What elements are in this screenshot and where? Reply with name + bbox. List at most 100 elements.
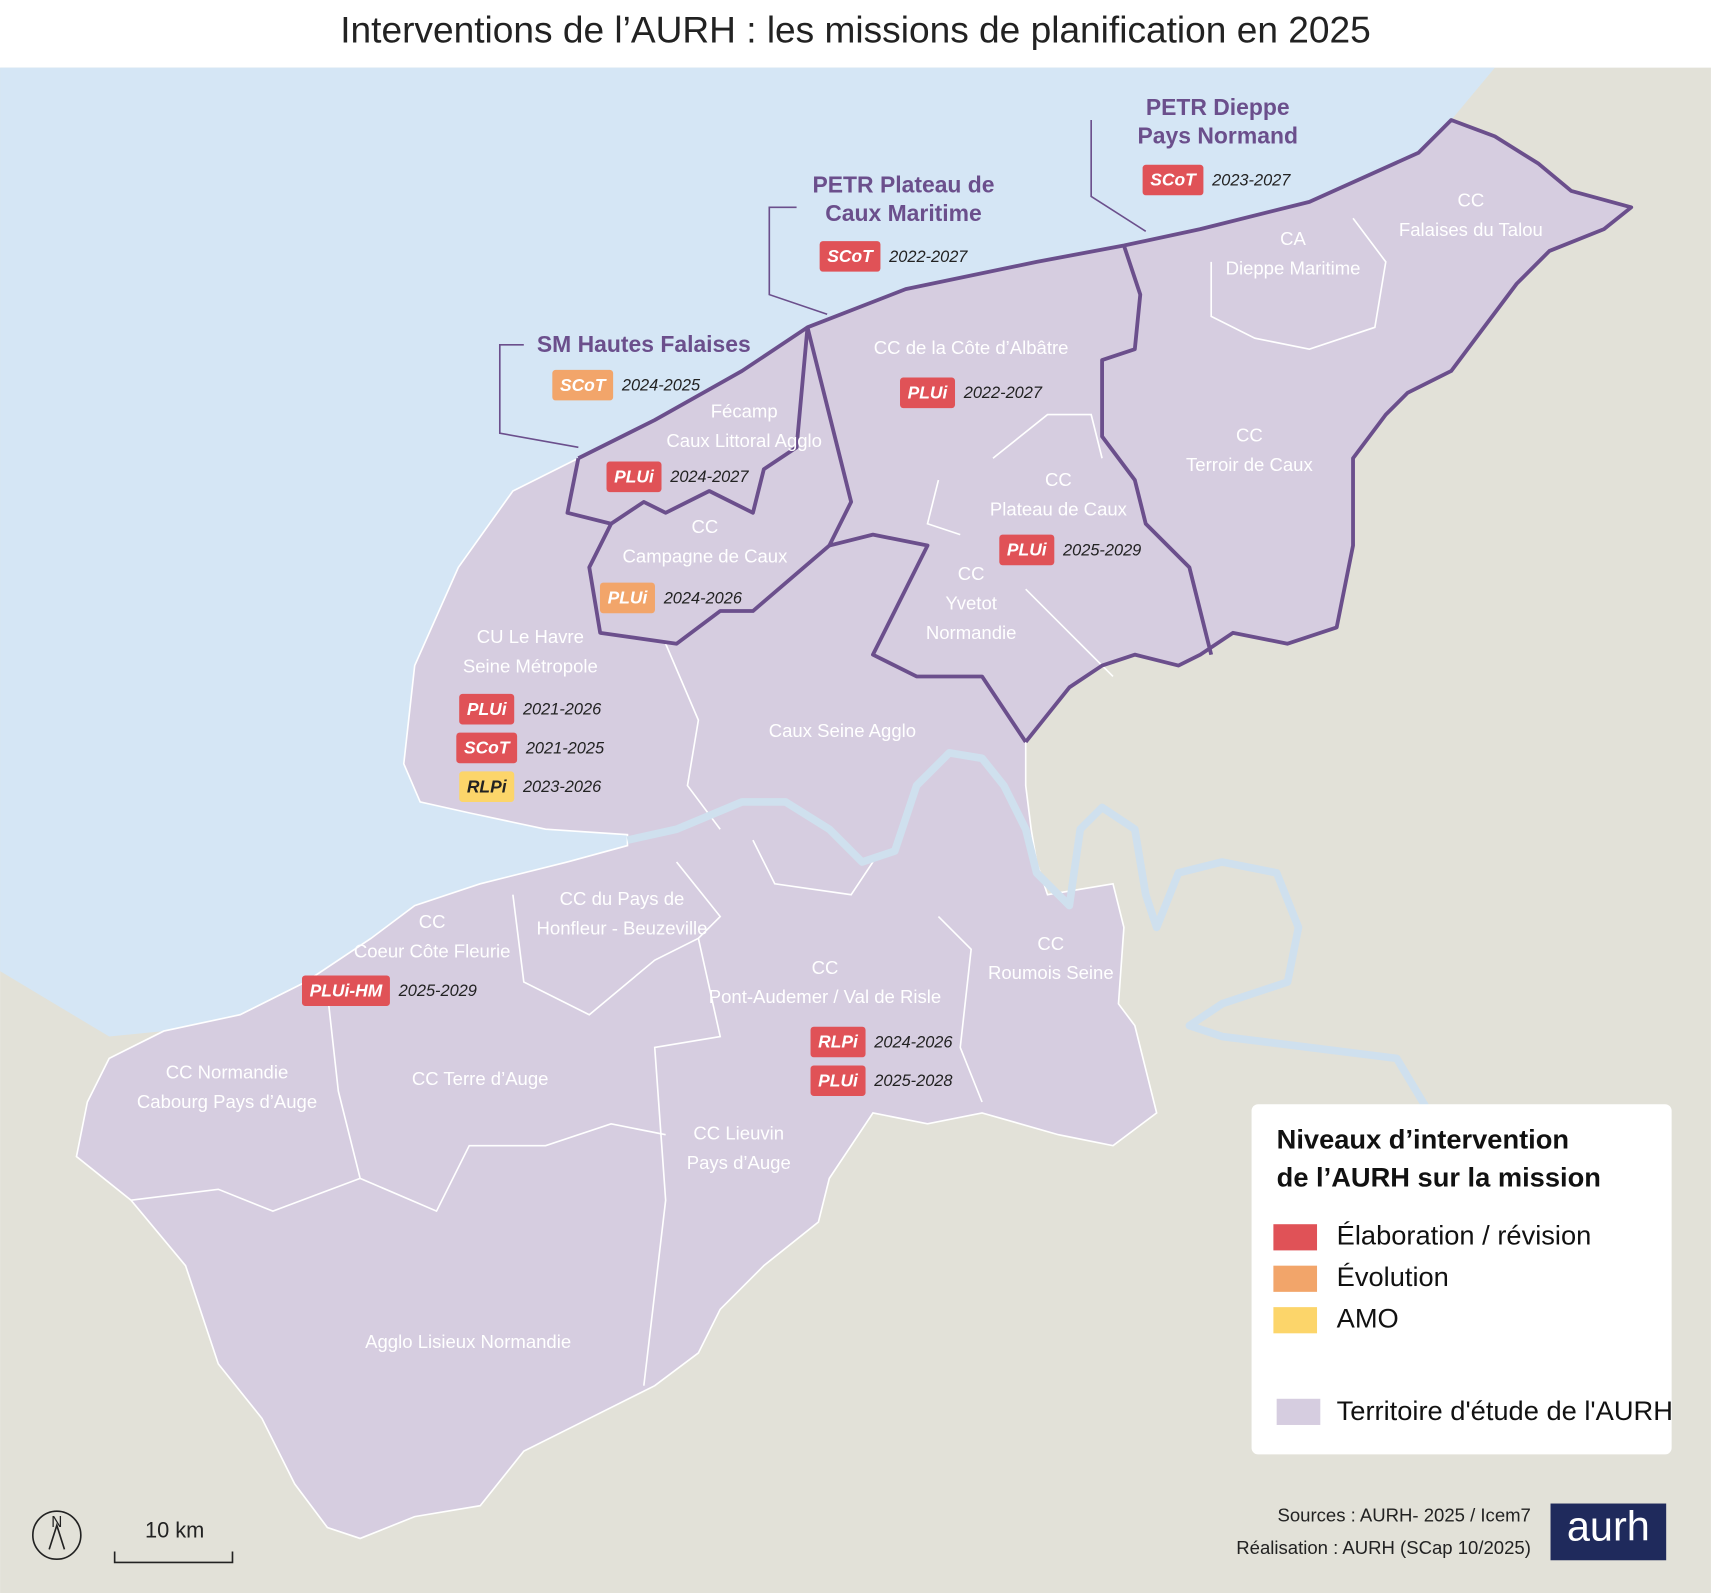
territory-name: CC bbox=[692, 516, 719, 537]
mission-badge bbox=[456, 732, 518, 764]
territory-name: Honfleur - Beuzeville bbox=[537, 918, 708, 939]
territory-name: Pont-Audemer / Val de Risle bbox=[709, 986, 941, 1007]
territory-name: Coeur Côte Fleurie bbox=[354, 940, 511, 961]
territory-name: Normandie bbox=[926, 622, 1017, 643]
boundary bbox=[643, 938, 722, 1386]
mission-doc: RLPi bbox=[467, 776, 508, 796]
territory-name: Agglo Lisieux Normandie bbox=[365, 1331, 571, 1352]
boundary bbox=[752, 839, 874, 896]
labels: CC Falaises du Talou CA Dieppe Maritime CC Te… bbox=[137, 94, 1543, 1352]
territory-name: CU Le Havre bbox=[477, 626, 584, 647]
mission-period: 2024-2025 bbox=[621, 377, 701, 395]
territory-name: CC bbox=[1037, 933, 1064, 954]
legend-title: de l’AURH sur la mission bbox=[1277, 1162, 1601, 1193]
territory-name: Dieppe Maritime bbox=[1226, 257, 1361, 278]
mission-doc: PLUi bbox=[908, 382, 949, 402]
mission-badge bbox=[459, 693, 515, 725]
mission-badge bbox=[301, 975, 390, 1006]
territory-name: CC bbox=[419, 911, 446, 932]
boundary bbox=[1100, 244, 1214, 656]
mission-badge bbox=[999, 534, 1055, 566]
legend-swatch bbox=[1276, 1398, 1321, 1425]
legend-label: Élaboration / révision bbox=[1337, 1220, 1592, 1251]
mission-badge bbox=[819, 241, 881, 272]
territory-name: Cabourg Pays d’Auge bbox=[137, 1091, 317, 1112]
boundary bbox=[1210, 217, 1387, 350]
mission-doc: PLUi bbox=[1007, 540, 1048, 560]
mission-doc: SCoT bbox=[560, 375, 607, 395]
territory-name: Caux Littoral Agglo bbox=[666, 430, 822, 451]
mission-doc: PLUi bbox=[467, 699, 508, 719]
map-title: Interventions de l’AURH : les missions d… bbox=[340, 9, 1371, 51]
mission-badge bbox=[599, 582, 655, 614]
mission-period: 2025-2029 bbox=[1062, 541, 1141, 559]
territory-name: Seine Métropole bbox=[463, 656, 598, 677]
mission-period: 2021-2026 bbox=[522, 701, 602, 719]
legend-swatch bbox=[1273, 1224, 1318, 1251]
territory-name: Fécamp bbox=[711, 400, 778, 421]
boundary bbox=[130, 1177, 361, 1212]
territory-name: CC de la Côte d’Albâtre bbox=[874, 337, 1069, 358]
territory-name: Roumois Seine bbox=[988, 962, 1114, 983]
boundary bbox=[937, 915, 983, 1103]
scale-bar bbox=[113, 1551, 234, 1564]
mission-period: 2022-2027 bbox=[888, 248, 968, 266]
boundary bbox=[664, 643, 721, 830]
territory-name: CC Terre d’Auge bbox=[412, 1068, 549, 1089]
mission-period: 2023-2027 bbox=[1211, 171, 1291, 189]
boundary bbox=[512, 861, 722, 1016]
territory-name: CC bbox=[1045, 469, 1072, 490]
arrow bbox=[768, 206, 828, 316]
logo: aurh bbox=[1567, 1503, 1650, 1550]
mission-period: 2023-2026 bbox=[522, 778, 602, 796]
mission-period: 2025-2028 bbox=[873, 1072, 952, 1090]
territory-name: CC bbox=[812, 957, 839, 978]
mission-badge bbox=[810, 1065, 866, 1097]
mission-doc: PLUi bbox=[608, 588, 649, 608]
legend-box bbox=[1251, 1104, 1672, 1455]
territory-name: Yvetot bbox=[945, 592, 997, 613]
boundary bbox=[992, 413, 1103, 459]
boundary bbox=[326, 992, 666, 1213]
grouping-name: SM Hautes Falaises bbox=[537, 331, 751, 357]
north-circle bbox=[31, 1510, 82, 1560]
mission-doc: PLUi bbox=[614, 467, 655, 487]
mission-doc: SCoT bbox=[827, 246, 874, 266]
mission-badge bbox=[606, 461, 662, 493]
territory-name: Campagne de Caux bbox=[623, 545, 789, 566]
mission-period: 2025-2029 bbox=[398, 982, 477, 1000]
mission-doc: RLPi bbox=[818, 1032, 859, 1052]
grouping-name: Caux Maritime bbox=[825, 200, 982, 226]
sea bbox=[0, 67, 1495, 1037]
mission-period: 2024-2026 bbox=[663, 589, 743, 607]
grouping-name: PETR Plateau de bbox=[812, 172, 994, 198]
logo-box bbox=[1550, 1503, 1667, 1561]
mission-badge bbox=[1142, 164, 1204, 196]
sources: Sources : AURH- 2025 / Icem7 bbox=[1278, 1505, 1531, 1526]
grouping-name: PETR Dieppe bbox=[1146, 94, 1290, 120]
territory-name: CC bbox=[958, 563, 985, 584]
legend-swatch bbox=[1273, 1307, 1318, 1334]
seine-river bbox=[626, 749, 1433, 1115]
north-label: N bbox=[51, 1514, 62, 1531]
territory-name: CC Lieuvin bbox=[693, 1123, 784, 1144]
territory-name: CA bbox=[1280, 228, 1306, 249]
mission-period: 2024-2026 bbox=[873, 1033, 953, 1051]
territory-name: CC Normandie bbox=[166, 1062, 289, 1083]
territory-name: Terroir de Caux bbox=[1186, 454, 1313, 475]
mission-badge bbox=[459, 771, 515, 802]
mission-period: 2021-2025 bbox=[525, 739, 605, 757]
legend-label: AMO bbox=[1337, 1302, 1399, 1333]
mission-badge bbox=[810, 1026, 866, 1058]
arrow bbox=[1090, 120, 1147, 233]
scale-label: 10 km bbox=[145, 1518, 204, 1543]
mission-badge bbox=[900, 377, 956, 409]
territory-name: CC du Pays de bbox=[560, 888, 685, 909]
mission-period: 2022-2027 bbox=[963, 384, 1043, 402]
mission-badge bbox=[552, 369, 614, 401]
boundary bbox=[926, 479, 961, 536]
legend-label: Évolution bbox=[1337, 1261, 1449, 1292]
north-arrow bbox=[31, 1510, 82, 1560]
boundary bbox=[805, 326, 1028, 744]
